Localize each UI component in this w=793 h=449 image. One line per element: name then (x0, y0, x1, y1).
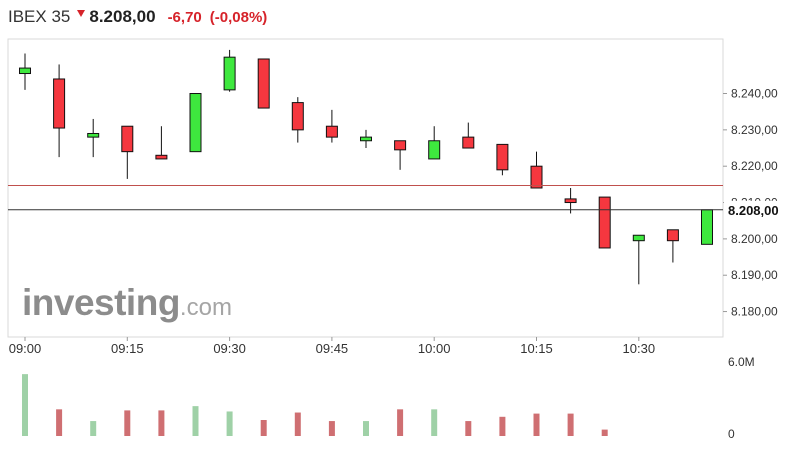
volume-bar (90, 421, 97, 436)
candle (394, 140, 407, 170)
volume-bar (192, 406, 199, 436)
plot-area (7, 38, 724, 338)
current-price-label: 8.208,00 (728, 203, 779, 218)
candle-body (155, 154, 168, 160)
volume-bar (294, 412, 301, 436)
candle-body (462, 136, 475, 149)
volume-min-label: 0 (728, 427, 735, 441)
volume-bar (397, 409, 404, 436)
candle (564, 188, 577, 214)
x-axis: 09:00 09:15 09:30 09:45 10:00 10:15 10:30 (9, 337, 655, 356)
price-lines: 8.208,00 (8, 184, 784, 219)
investing-logo: investing .com (22, 282, 232, 324)
y-tick-label: 8.230,00 (731, 123, 778, 137)
candle-body (53, 78, 66, 129)
candle (121, 125, 134, 179)
candle-body (564, 198, 577, 204)
candle-body (701, 209, 713, 245)
volume-bar (158, 410, 165, 436)
candle-body (666, 229, 679, 242)
y-tick-label: 8.180,00 (731, 305, 778, 319)
volume-bar (363, 421, 369, 436)
current-price-tag (724, 200, 784, 219)
volume-bar (601, 429, 608, 436)
logo-domain: .com (179, 294, 232, 321)
candle-body (19, 67, 31, 75)
candle-body (530, 165, 543, 189)
volume-bar (533, 413, 540, 436)
candle-body (223, 56, 236, 91)
y-tick-label: 8.240,00 (731, 87, 778, 101)
volume-bar (567, 413, 574, 436)
candle (701, 209, 713, 245)
candle (189, 93, 202, 153)
candle-body (360, 136, 372, 142)
volume-bar (124, 410, 131, 436)
candle-body (632, 234, 645, 242)
y-tick-label: 8.200,00 (731, 232, 778, 246)
candle (155, 126, 168, 160)
volume-bar (328, 421, 335, 436)
candle-body (428, 140, 441, 160)
candle-body (121, 125, 134, 153)
volume-bar (226, 411, 233, 436)
volume-panel: 6.0M 0 (22, 355, 755, 441)
down-arrow-icon (77, 9, 86, 17)
volume-bar (56, 409, 63, 436)
price-change-percent: (-0,08%) (209, 8, 268, 26)
candles (19, 49, 713, 285)
x-tick-label: 10:15 (520, 341, 553, 356)
candle (257, 58, 270, 109)
symbol-name: IBEX 35 (8, 7, 71, 26)
logo-brand: investing (22, 282, 180, 323)
volume-bar (260, 420, 267, 436)
last-price: 8.208,00 (89, 7, 156, 26)
candle (325, 109, 338, 143)
volume-bar (431, 409, 438, 436)
x-tick-label: 10:30 (623, 341, 656, 356)
candle (53, 64, 66, 158)
candle (632, 234, 645, 285)
candle (223, 49, 236, 92)
y-tick-label: 8.220,00 (731, 159, 778, 173)
candle-body (496, 143, 509, 171)
candle (428, 126, 441, 160)
x-tick-label: 09:30 (213, 341, 246, 356)
candle (87, 118, 100, 158)
candle (496, 143, 509, 176)
candle (462, 122, 475, 149)
candle-body (257, 58, 270, 109)
x-tick-label: 10:00 (418, 341, 451, 356)
candle (360, 129, 372, 149)
price-change: -6,70 (167, 8, 202, 26)
x-tick-label: 09:45 (316, 341, 349, 356)
candle-body (598, 196, 611, 249)
y-tick-label: 8.190,00 (731, 268, 778, 282)
candle-body (325, 125, 338, 138)
x-tick-label: 09:15 (111, 341, 144, 356)
candle (19, 53, 31, 90)
x-tick-label: 09:00 (9, 341, 42, 356)
candle (530, 151, 543, 189)
volume-bar (465, 421, 472, 436)
volume-max-label: 6.0M (728, 355, 755, 369)
quote-header: IBEX 35 8.208,00 -6,70 (-0,08%) (8, 6, 267, 28)
candle-body (291, 102, 304, 131)
candle (598, 196, 611, 249)
candle-body (87, 132, 100, 138)
candle-body (189, 93, 202, 153)
volume-bar (499, 416, 506, 436)
candle (291, 97, 304, 143)
candle-body (394, 140, 407, 151)
candle (666, 229, 679, 263)
volume-bar (22, 374, 28, 436)
